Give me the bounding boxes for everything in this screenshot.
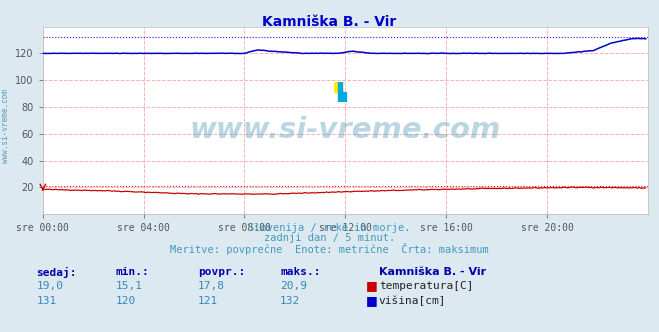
Text: www.si-vreme.com: www.si-vreme.com [1,89,10,163]
Text: 17,8: 17,8 [198,281,225,290]
Text: min.:: min.: [115,267,149,277]
Text: 132: 132 [280,296,301,306]
Text: sedaj:: sedaj: [36,267,76,278]
Bar [334,82,342,92]
Text: ■: ■ [366,279,378,292]
Bar [338,92,346,102]
Text: 131: 131 [36,296,57,306]
Text: Kamniška B. - Vir: Kamniška B. - Vir [262,15,397,29]
Text: 19,0: 19,0 [36,281,63,290]
Text: zadnji dan / 5 minut.: zadnji dan / 5 minut. [264,233,395,243]
Bar [338,82,342,92]
Text: Meritve: povprečne  Enote: metrične  Črta: maksimum: Meritve: povprečne Enote: metrične Črta:… [170,243,489,255]
Text: maks.:: maks.: [280,267,320,277]
Text: povpr.:: povpr.: [198,267,245,277]
Text: 120: 120 [115,296,136,306]
Text: 20,9: 20,9 [280,281,307,290]
Text: temperatura[C]: temperatura[C] [379,281,473,290]
Text: Kamniška B. - Vir: Kamniška B. - Vir [379,267,486,277]
Text: ■: ■ [366,294,378,307]
Text: višina[cm]: višina[cm] [379,296,446,306]
Text: 121: 121 [198,296,218,306]
Text: www.si-vreme.com: www.si-vreme.com [190,116,501,144]
Text: 15,1: 15,1 [115,281,142,290]
Text: Slovenija / reke in morje.: Slovenija / reke in morje. [248,223,411,233]
